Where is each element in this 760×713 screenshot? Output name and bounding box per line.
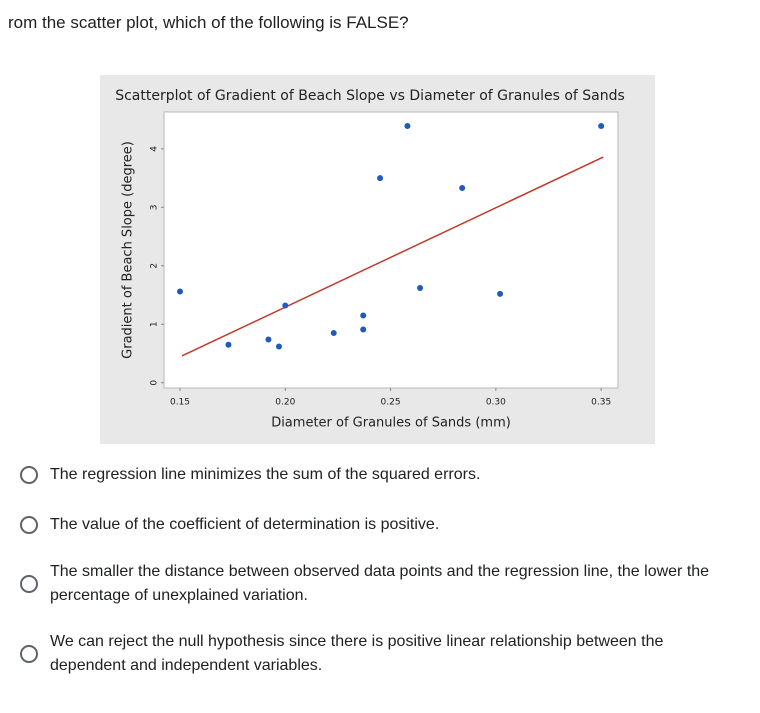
y-tick-label: 0	[150, 380, 160, 386]
point	[417, 285, 424, 292]
y-tick-label: 2	[150, 263, 160, 269]
point	[265, 336, 272, 343]
x-tick-label: 0.25	[381, 398, 401, 408]
chart: Scatterplot of Gradient of Beach Slope v…	[100, 75, 655, 444]
point	[497, 290, 504, 297]
option[interactable]: The regression line minimizes the sum of…	[0, 463, 720, 487]
radio-button[interactable]	[20, 466, 38, 484]
option-text: We can reject the null hypothesis since …	[50, 633, 664, 674]
x-tick-label: 0.30	[486, 398, 506, 408]
x-axis-label: Diameter of Granules of Sands (mm)	[271, 416, 511, 431]
radio-button[interactable]	[20, 516, 38, 534]
y-tick-label: 1	[150, 321, 160, 327]
point	[360, 312, 367, 319]
point	[275, 343, 282, 350]
question: rom the scatter plot, which of the follo…	[8, 13, 409, 32]
point	[360, 326, 367, 333]
option[interactable]: The value of the coefficient of determin…	[0, 513, 720, 537]
point	[225, 341, 232, 348]
point	[598, 123, 605, 130]
x-tick-label: 0.20	[275, 398, 295, 408]
plot-area	[163, 111, 619, 389]
point	[330, 330, 337, 337]
y-tick-label: 4	[150, 146, 160, 152]
y-axis-label: Gradient of Beach Slope (degree)	[121, 141, 136, 359]
chart-title: Scatterplot of Gradient of Beach Slope v…	[115, 88, 625, 104]
x-tick-label: 0.35	[591, 398, 611, 408]
point	[177, 288, 184, 295]
point	[459, 185, 466, 192]
radio-button[interactable]	[20, 575, 38, 593]
y-tick-label: 3	[150, 204, 160, 210]
regression-line	[181, 156, 604, 357]
point	[404, 123, 411, 130]
radio-button[interactable]	[20, 645, 38, 663]
option-text: The smaller the distance between observe…	[50, 563, 710, 604]
option-text: The value of the coefficient of determin…	[50, 516, 440, 533]
x-tick-label: 0.15	[170, 398, 190, 408]
point	[377, 175, 384, 182]
option[interactable]: We can reject the null hypothesis since …	[0, 630, 720, 678]
point	[282, 302, 289, 309]
option[interactable]: The smaller the distance between observe…	[0, 560, 720, 608]
option-text: The regression line minimizes the sum of…	[50, 466, 481, 483]
